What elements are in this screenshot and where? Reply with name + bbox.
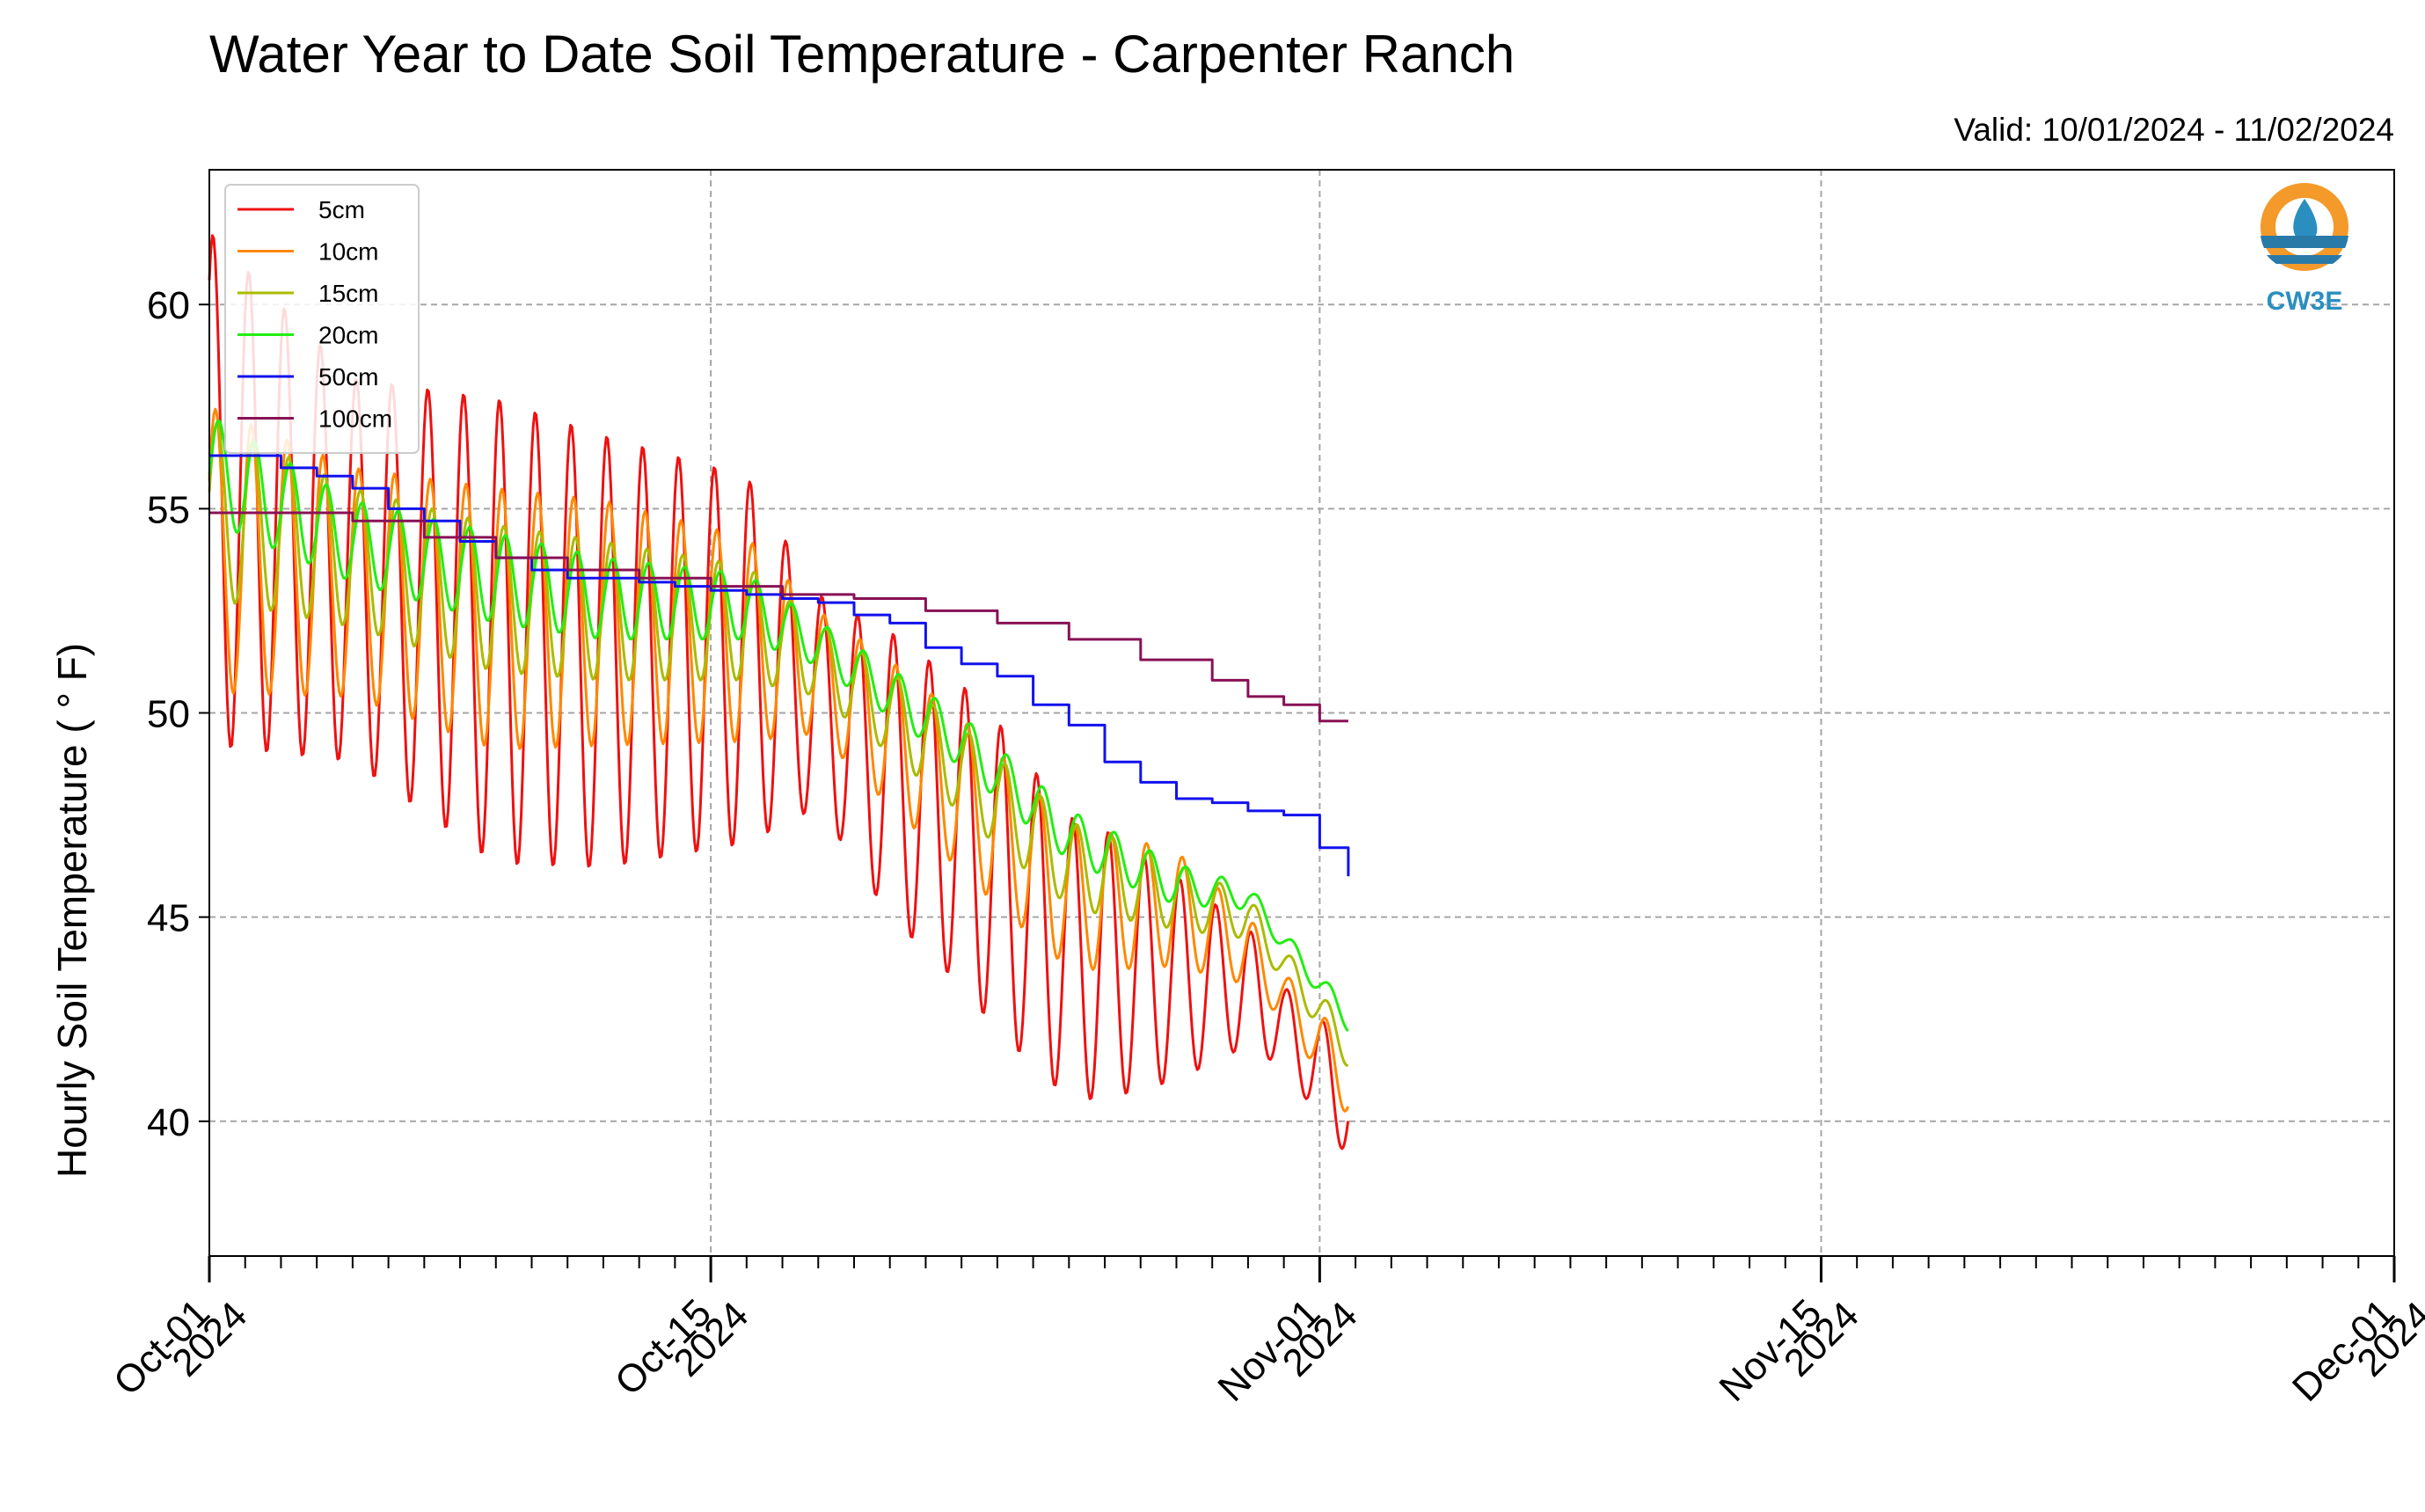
y-tick-label: 40	[147, 1101, 190, 1144]
legend-label: 50cm	[318, 363, 378, 391]
grid-lines	[208, 170, 2395, 1256]
y-axis-label: Hourly Soil Temperature ( ° F)	[49, 643, 95, 1178]
series-line-15cm	[208, 421, 1349, 1068]
legend-label: 5cm	[318, 196, 365, 223]
legend-entry: 15cm	[237, 280, 378, 307]
plot-frame	[208, 169, 2395, 1257]
legend-entry: 20cm	[237, 322, 378, 349]
y-tick-label: 55	[147, 488, 190, 531]
chart-subtitle: Valid: 10/01/2024 - 11/02/2024	[1954, 112, 2394, 148]
series-line-20cm	[208, 419, 1349, 1033]
y-tick-label: 50	[147, 693, 190, 736]
chart-title: Water Year to Date Soil Temperature - Ca…	[209, 25, 1515, 84]
cw3e-logo: CW3E	[2261, 183, 2348, 316]
legend-entry: 100cm	[237, 405, 392, 433]
y-tick-label: 60	[147, 284, 190, 327]
series-line-50cm	[209, 454, 1350, 877]
series-line-100cm	[209, 511, 1348, 723]
y-tick-label: 45	[147, 897, 190, 940]
series-line-10cm	[208, 407, 1349, 1113]
legend-label: 15cm	[318, 280, 378, 307]
series-lines	[208, 234, 1350, 1150]
legend-entry: 10cm	[237, 238, 378, 266]
legend: 5cm 10cm 15cm 20cm 50cm 100cm	[224, 184, 420, 454]
legend-entry: 5cm	[237, 196, 365, 223]
legend-label: 10cm	[318, 238, 378, 266]
svg-text:CW3E: CW3E	[2267, 287, 2343, 316]
legend-label: 100cm	[318, 405, 392, 433]
legend-entry: 50cm	[237, 363, 378, 391]
legend-label: 20cm	[318, 322, 378, 349]
